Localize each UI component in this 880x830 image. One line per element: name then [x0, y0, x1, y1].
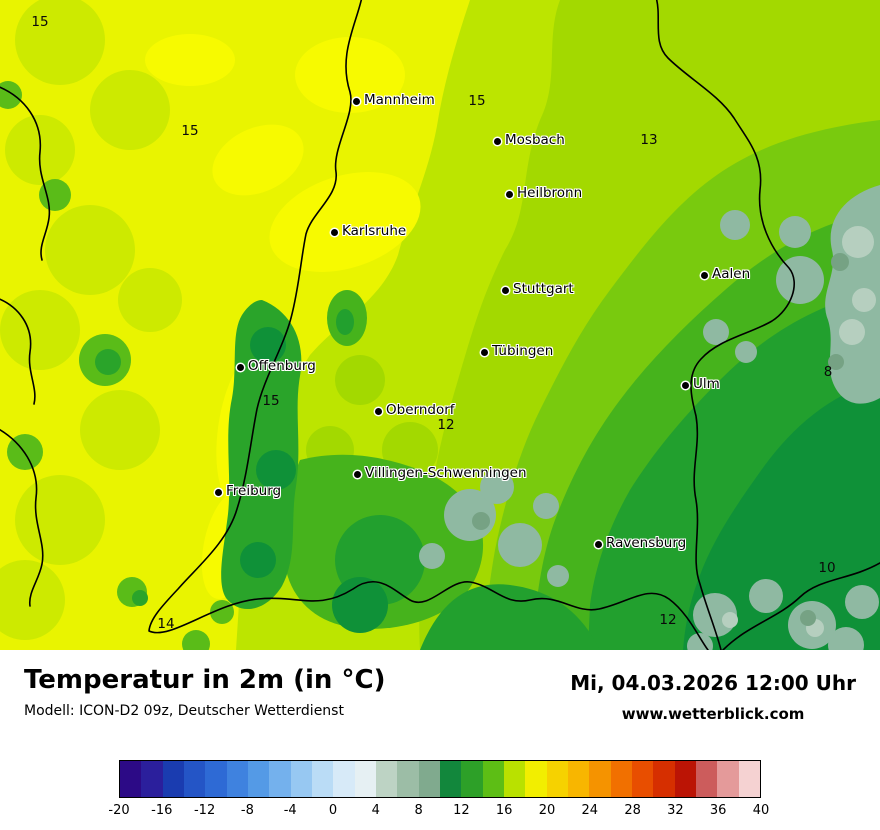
- legend-segment: [631, 761, 654, 797]
- legend-tick-label: 8: [414, 803, 423, 818]
- city-dot-icon: [352, 97, 360, 105]
- temperature-value-label: 15: [181, 123, 199, 139]
- legend-tick-label: 28: [624, 803, 641, 818]
- city-label: Stuttgart: [513, 281, 574, 298]
- legend-tick-label: 40: [752, 803, 770, 818]
- legend-tick-label: 32: [667, 803, 684, 818]
- legend-segment: [653, 761, 675, 797]
- legend-segment: [482, 761, 504, 797]
- legend-segment: [503, 761, 526, 797]
- legend-tick-label: 16: [495, 803, 513, 818]
- city-label: Heilbronn: [517, 185, 583, 202]
- legend-segment: [461, 761, 483, 797]
- city-dot-icon: [501, 286, 509, 294]
- legend-bar: [119, 760, 761, 798]
- legend-segment: [141, 761, 163, 797]
- legend-segment: [525, 761, 547, 797]
- legend-tick-label: -16: [151, 803, 173, 818]
- legend-segment: [311, 761, 334, 797]
- city-dot-icon: [330, 228, 338, 236]
- legend-tick-label: 24: [581, 803, 599, 818]
- legend-segment: [439, 761, 462, 797]
- city-label: Freiburg: [226, 483, 282, 500]
- legend-tick-label: -8: [240, 803, 254, 818]
- city-dot-icon: [594, 540, 602, 548]
- legend-segment: [738, 761, 760, 797]
- city-label: Villingen-Schwenningen: [365, 465, 527, 482]
- legend-segment: [226, 761, 248, 797]
- city-dot-icon: [374, 407, 382, 415]
- city-dot-icon: [681, 381, 689, 389]
- temperature-legend: -20 -16 -12 -8 -4 0 4 8 12 16 20 24 28 32 36 40: [108, 760, 769, 821]
- legend-segment: [674, 761, 696, 797]
- temperature-field-svg: [0, 0, 880, 650]
- temperature-value-label: 12: [437, 417, 455, 433]
- legend-segment: [567, 761, 590, 797]
- city-dot-icon: [480, 348, 488, 356]
- city-dot-icon: [236, 363, 244, 371]
- info-bar: Temperatur in 2m (in °C) Modell: ICON-D2…: [0, 650, 880, 723]
- temperature-value-label: 13: [640, 132, 658, 148]
- city-label: Offenburg: [248, 358, 316, 375]
- legend-segment: [354, 761, 376, 797]
- city-dot-icon: [505, 190, 513, 198]
- legend-tick-label: -4: [283, 803, 297, 818]
- legend-tick-label: 12: [453, 803, 470, 818]
- legend-ticks: -20 -16 -12 -8 -4 0 4 8 12 16 20 24 28 32 36 40: [108, 803, 769, 821]
- temperature-map: Mannheim Mosbach Heilbronn Karlsruhe Stuttga…: [0, 0, 880, 650]
- legend-segment: [183, 761, 206, 797]
- legend-segment: [589, 761, 611, 797]
- temperature-value-label: 8: [823, 364, 833, 380]
- legend-segment: [290, 761, 312, 797]
- legend-segment: [375, 761, 398, 797]
- temperature-value-label: 10: [818, 560, 836, 576]
- legend-tick-label: 0: [328, 803, 338, 818]
- temperature-value-label: 15: [468, 93, 486, 109]
- city-label: Tübingen: [492, 343, 554, 360]
- temperature-value-label: 14: [157, 616, 175, 632]
- city-layer: Mannheim Mosbach Heilbronn Karlsruhe Stuttga…: [31, 14, 836, 632]
- temperature-value-label: 15: [262, 393, 280, 409]
- legend-segment: [397, 761, 419, 797]
- legend-tick-label: -12: [193, 803, 216, 818]
- temperature-value-label: 15: [31, 14, 49, 30]
- city-label: Karlsruhe: [342, 223, 407, 240]
- legend-segment: [333, 761, 355, 797]
- legend-tick-label: 36: [709, 803, 727, 818]
- info-right: Mi, 04.03.2026 12:00 Uhr www.wetterblick…: [570, 666, 856, 723]
- city-label: Mannheim: [364, 92, 435, 109]
- city-label: Ravensburg: [606, 535, 687, 552]
- city-label: Mosbach: [505, 132, 565, 149]
- city-dot-icon: [700, 271, 708, 279]
- city-label: Ulm: [693, 376, 720, 393]
- city-label: Aalen: [712, 266, 751, 283]
- legend-segment: [247, 761, 270, 797]
- page-title: Temperatur in 2m (in °C): [24, 665, 386, 695]
- legend-tick-label: -20: [108, 803, 130, 818]
- legend-segment: [695, 761, 718, 797]
- info-left: Temperatur in 2m (in °C) Modell: ICON-D2…: [24, 666, 385, 719]
- legend-tick-label: 20: [538, 803, 556, 818]
- legend-segment: [120, 761, 142, 797]
- legend-segment: [162, 761, 184, 797]
- forecast-datetime: Mi, 04.03.2026 12:00 Uhr: [570, 671, 856, 695]
- city-dot-icon: [214, 488, 222, 496]
- temperature-value-label: 12: [659, 612, 677, 628]
- website-label: www.wetterblick.com: [621, 705, 805, 723]
- legend-segment: [418, 761, 440, 797]
- model-info: Modell: ICON-D2 09z, Deutscher Wetterdie…: [24, 702, 344, 719]
- city-label: Oberndorf: [386, 402, 455, 419]
- legend-segment: [205, 761, 227, 797]
- legend-tick-label: 4: [371, 803, 380, 818]
- city-dot-icon: [493, 137, 501, 145]
- city-dot-icon: [353, 470, 361, 478]
- legend-segment: [269, 761, 291, 797]
- legend-segment: [610, 761, 632, 797]
- legend-segment: [546, 761, 568, 797]
- legend-segment: [717, 761, 739, 797]
